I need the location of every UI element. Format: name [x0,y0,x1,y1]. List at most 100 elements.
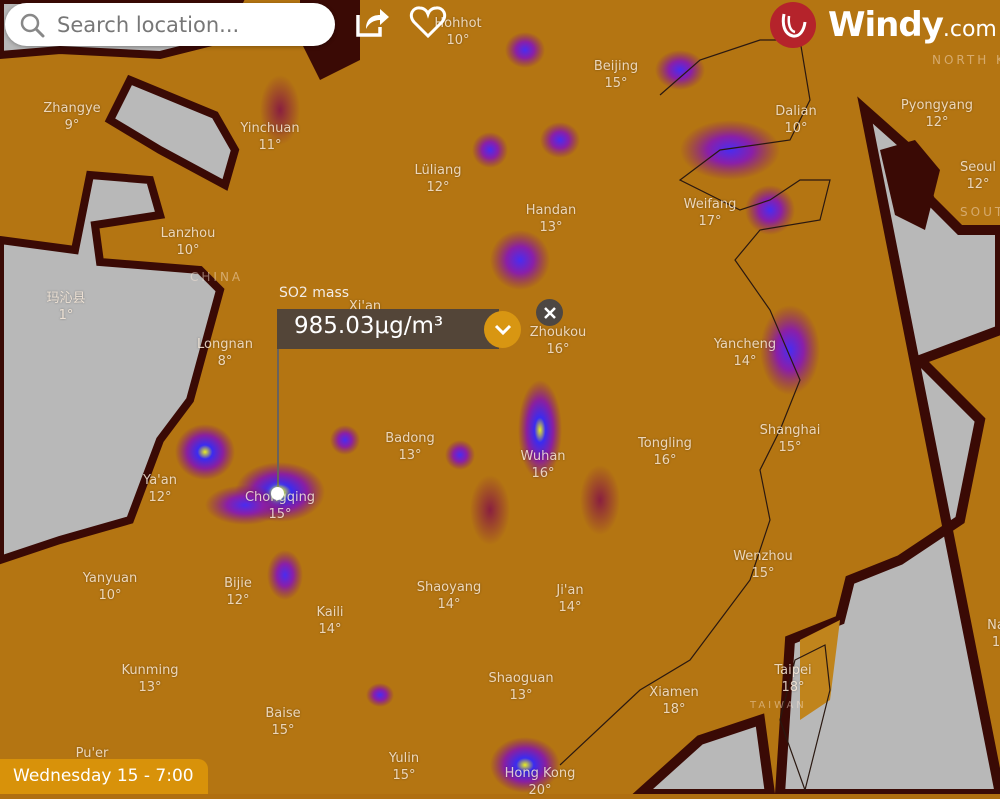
city-label[interactable]: Lüliang 12° [415,162,462,196]
city-label[interactable]: Yancheng 14° [714,336,776,370]
city-temp: 16° [546,342,570,357]
search-bar[interactable] [5,3,335,46]
city-name: Yulin [388,751,420,766]
city-name: Pyongyang [900,98,974,113]
city-label[interactable]: Kunming 13° [121,662,178,696]
city-name: Shaoguan [488,671,554,686]
city-name: Shaoyang [416,580,482,595]
city-temp: 10° [784,121,808,136]
city-temp: 13° [398,448,422,463]
city-name: Beijing [593,59,639,74]
city-label[interactable]: Badong 13° [385,430,435,464]
windy-logo[interactable]: Windy.com [770,2,997,48]
city-name: 玛沁县 [46,291,86,306]
city-temp: 16° [653,453,677,468]
city-label[interactable]: Seoul 12° [960,159,996,193]
country-label-north-korea: NORTH KO [932,53,1000,67]
city-label[interactable]: Beijing 15° [594,58,638,92]
city-temp: 14° [318,622,342,637]
city-label[interactable]: Zhoukou 16° [530,324,587,358]
city-label[interactable]: Baise 15° [265,705,300,739]
city-temp: 8° [217,354,233,369]
city-temp: 15° [268,507,292,522]
city-name: Baise [265,706,301,721]
city-temp: 20° [528,783,552,798]
city-label[interactable]: Tongling 16° [638,435,692,469]
city-name: Taipei [774,663,812,678]
city-name: Zhangye [43,101,101,116]
city-name: Kunming [121,663,179,678]
city-name: Ji'an [556,583,584,598]
city-name: Longnan [197,337,253,352]
picker-value-box[interactable]: 985.03μg/m³ [277,309,499,349]
city-temp: 15° [604,76,628,91]
city-label[interactable]: Zhangye 9° [43,100,100,134]
city-temp: 15° [392,768,416,783]
city-temp: 1° [58,308,74,323]
city-label[interactable]: Pu'er [76,745,109,762]
city-label[interactable]: Bijie 12° [224,575,252,609]
close-icon [543,306,556,319]
city-label[interactable]: Hohhot 10° [434,15,481,49]
windy-logo-icon [770,2,816,48]
picker-layer-label: SO2 mass [279,285,350,301]
city-name: Shanghai [759,423,821,438]
city-label[interactable]: Wenzhou 15° [733,548,793,582]
city-temp: 12° [426,180,450,195]
city-label[interactable]: 玛沁县 1° [46,290,85,324]
city-label[interactable]: Kaili 14° [316,604,343,638]
picker-expand-button[interactable] [484,311,521,348]
city-temp: 12° [226,593,250,608]
heart-icon [409,6,447,39]
city-name: Na [987,618,1000,633]
city-temp: 18° [662,702,686,717]
timeline-current-time[interactable]: Wednesday 15 - 7:00 [0,759,208,794]
city-name: Wuhan [520,449,566,464]
city-name: Xiamen [649,685,699,700]
city-name: Hohhot [434,16,482,31]
city-label[interactable]: Wuhan 16° [520,448,565,482]
city-name: Dalian [775,104,817,119]
share-button[interactable] [354,5,390,43]
city-name: Yancheng [713,337,777,352]
city-label[interactable]: Ya'an 12° [143,472,177,506]
picker-value: 985.03μg/m³ [294,313,444,339]
city-label[interactable]: Dalian 10° [775,103,816,137]
city-temp: 15° [751,566,775,581]
city-label[interactable]: Shaoguan 13° [488,670,553,704]
city-name: Badong [385,431,435,446]
city-label[interactable]: Longnan 8° [197,336,253,370]
search-input[interactable] [55,11,319,38]
city-label[interactable]: Yinchuan 11° [240,120,299,154]
city-name: Lanzhou [160,226,216,241]
city-label[interactable]: Na 1 [987,617,1000,651]
city-label[interactable]: Yanyuan 10° [83,570,138,604]
city-label[interactable]: Shanghai 15° [760,422,821,456]
city-temp: 17° [698,214,722,229]
city-temp: 12° [148,490,172,505]
picker-handle[interactable] [271,487,284,500]
favorite-button[interactable] [409,5,447,43]
city-name: Yanyuan [82,571,138,586]
city-label[interactable]: Xiamen 18° [649,684,698,718]
city-temp: 18° [781,680,805,695]
city-temp: 13° [539,220,563,235]
city-label[interactable]: Yulin 15° [389,750,419,784]
country-label-south-korea: SOUTH [960,205,1000,219]
picker-close-button[interactable] [536,299,563,326]
city-label[interactable]: Lanzhou 10° [161,225,216,259]
city-label[interactable]: Shaoyang 14° [417,579,482,613]
city-temp: 12° [966,177,990,192]
city-label[interactable]: Taipei 18° [774,662,811,696]
city-label[interactable]: Handan 13° [526,202,576,236]
city-temp: 10° [176,243,200,258]
city-name: Handan [525,203,577,218]
city-temp: 13° [509,688,533,703]
search-icon [20,13,45,37]
city-label[interactable]: Weifang 17° [684,196,737,230]
city-name: Wenzhou [733,549,793,564]
city-label[interactable]: Ji'an 14° [556,582,583,616]
city-label[interactable]: Pyongyang 12° [901,97,973,131]
city-name: Ya'an [143,473,177,488]
